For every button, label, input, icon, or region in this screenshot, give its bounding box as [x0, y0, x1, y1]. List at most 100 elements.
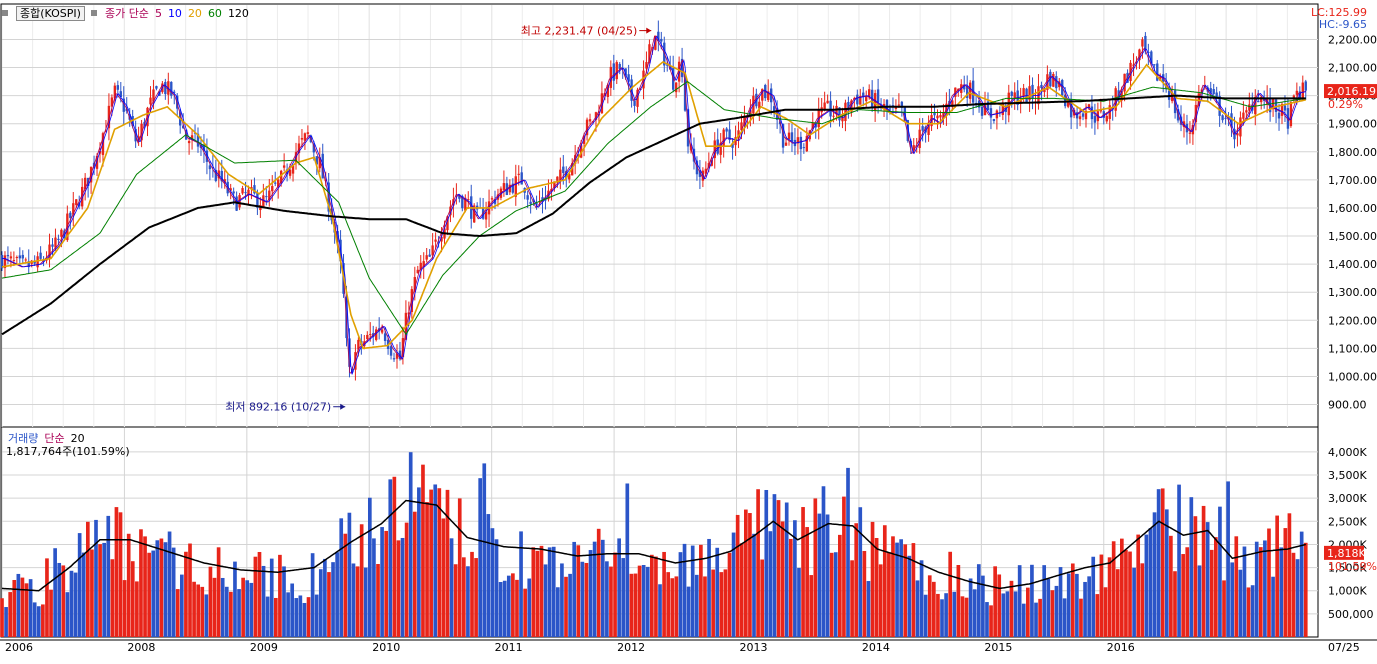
candle-down [128, 114, 131, 120]
candle-down [1224, 117, 1227, 119]
candle-up [734, 137, 737, 146]
volume-bar [956, 564, 961, 637]
candle-up [113, 85, 117, 99]
ma-period-5: 5 [154, 6, 162, 20]
volume-info: 1,817,764주(101.59%) [6, 445, 130, 458]
candle-down [164, 81, 167, 95]
candle-up [1245, 110, 1248, 113]
candle-up [1046, 74, 1049, 90]
candle-down [458, 194, 461, 199]
candle-up [936, 115, 939, 119]
price-y-tick-label: 1,600.00 [1328, 202, 1377, 215]
volume-bar [261, 565, 266, 637]
candle-up [865, 96, 868, 102]
volume-bar [915, 580, 920, 637]
volume-bar [519, 531, 523, 637]
volume-bar [1091, 556, 1096, 637]
volume-bar [257, 551, 262, 637]
candle-up [704, 168, 708, 174]
price-y-tick-label: 1,100.00 [1328, 342, 1377, 355]
candle-up [897, 104, 901, 106]
volume-bar [351, 563, 356, 637]
volume-bar [1169, 535, 1173, 637]
volume-bar [1214, 537, 1218, 637]
volume-ma-label: 단순 [44, 432, 65, 445]
candle-up [559, 169, 562, 181]
candle-down [799, 136, 803, 150]
volume-bar [126, 533, 131, 637]
candle-up [568, 173, 571, 180]
candle-down [1218, 96, 1221, 116]
candle-down [829, 100, 832, 117]
volume-bar [1283, 528, 1288, 637]
volume-bar [1291, 552, 1296, 637]
candle-down [208, 165, 212, 170]
price-y-tick-label: 1,000.00 [1328, 370, 1377, 383]
volume-bar [1201, 505, 1206, 637]
candle-down [725, 128, 728, 132]
volume-bar [825, 514, 830, 637]
candle-up [1254, 96, 1257, 115]
candle-up [1271, 99, 1275, 110]
candle-up [324, 179, 327, 181]
current-volume-tag: 1,818K [1327, 547, 1366, 560]
volume-bar [637, 565, 642, 637]
candle-up [146, 107, 149, 127]
candle-down [205, 150, 209, 162]
candle-up [297, 143, 301, 154]
current-change-tag: 0.29% [1328, 98, 1363, 111]
price-y-tick-label: 1,900.00 [1328, 118, 1377, 131]
candle-down [1206, 87, 1209, 92]
volume-bar [151, 550, 156, 637]
x-tick-label: 2014 [862, 641, 890, 654]
volume-bar [216, 547, 221, 637]
volume-bar [290, 583, 295, 637]
volume-bar [449, 538, 454, 637]
volume-bar [1234, 536, 1239, 637]
candle-up [1013, 92, 1016, 98]
legend-square-icon [90, 10, 97, 16]
volume-bar [1058, 567, 1063, 637]
candle-down [698, 170, 702, 177]
candle-down [933, 112, 936, 116]
candle-down [348, 338, 351, 367]
volume-bar [1230, 562, 1235, 637]
volume-bar [1066, 573, 1071, 637]
volume-bar [490, 528, 495, 637]
candle-up [268, 190, 271, 201]
candle-up [823, 102, 826, 110]
volume-bar [1205, 522, 1210, 637]
volume-bar [0, 598, 4, 637]
candle-down [529, 201, 532, 205]
candle-up [473, 205, 476, 223]
candle-up [1052, 73, 1055, 87]
volume-bar [576, 545, 581, 637]
volume-bar [404, 522, 409, 637]
candle-up [60, 229, 63, 237]
candle-down [493, 199, 497, 204]
volume-y-tick-label: 2,500K [1328, 515, 1367, 528]
volume-bar [1030, 564, 1034, 637]
volume-bar [392, 476, 397, 637]
volume-bar [895, 542, 899, 637]
volume-bar [1250, 585, 1255, 637]
candle-down [1286, 108, 1290, 129]
volume-bar [654, 556, 658, 637]
candle-up [318, 157, 321, 169]
volume-bar [531, 547, 536, 637]
volume-bar [184, 551, 188, 637]
ma-period-20: 20 [187, 6, 202, 20]
candle-up [282, 165, 286, 168]
volume-bar [592, 541, 597, 637]
volume-bar [1115, 569, 1120, 637]
volume-bar [208, 566, 213, 637]
candle-up [83, 177, 87, 190]
volume-bar [515, 579, 519, 637]
volume-bar [768, 531, 773, 637]
candle-up [101, 133, 105, 155]
candle-up [576, 154, 580, 156]
symbol-label[interactable]: 종합(KOSPI) [16, 5, 85, 21]
volume-bar [752, 533, 756, 637]
candle-up [24, 259, 27, 261]
